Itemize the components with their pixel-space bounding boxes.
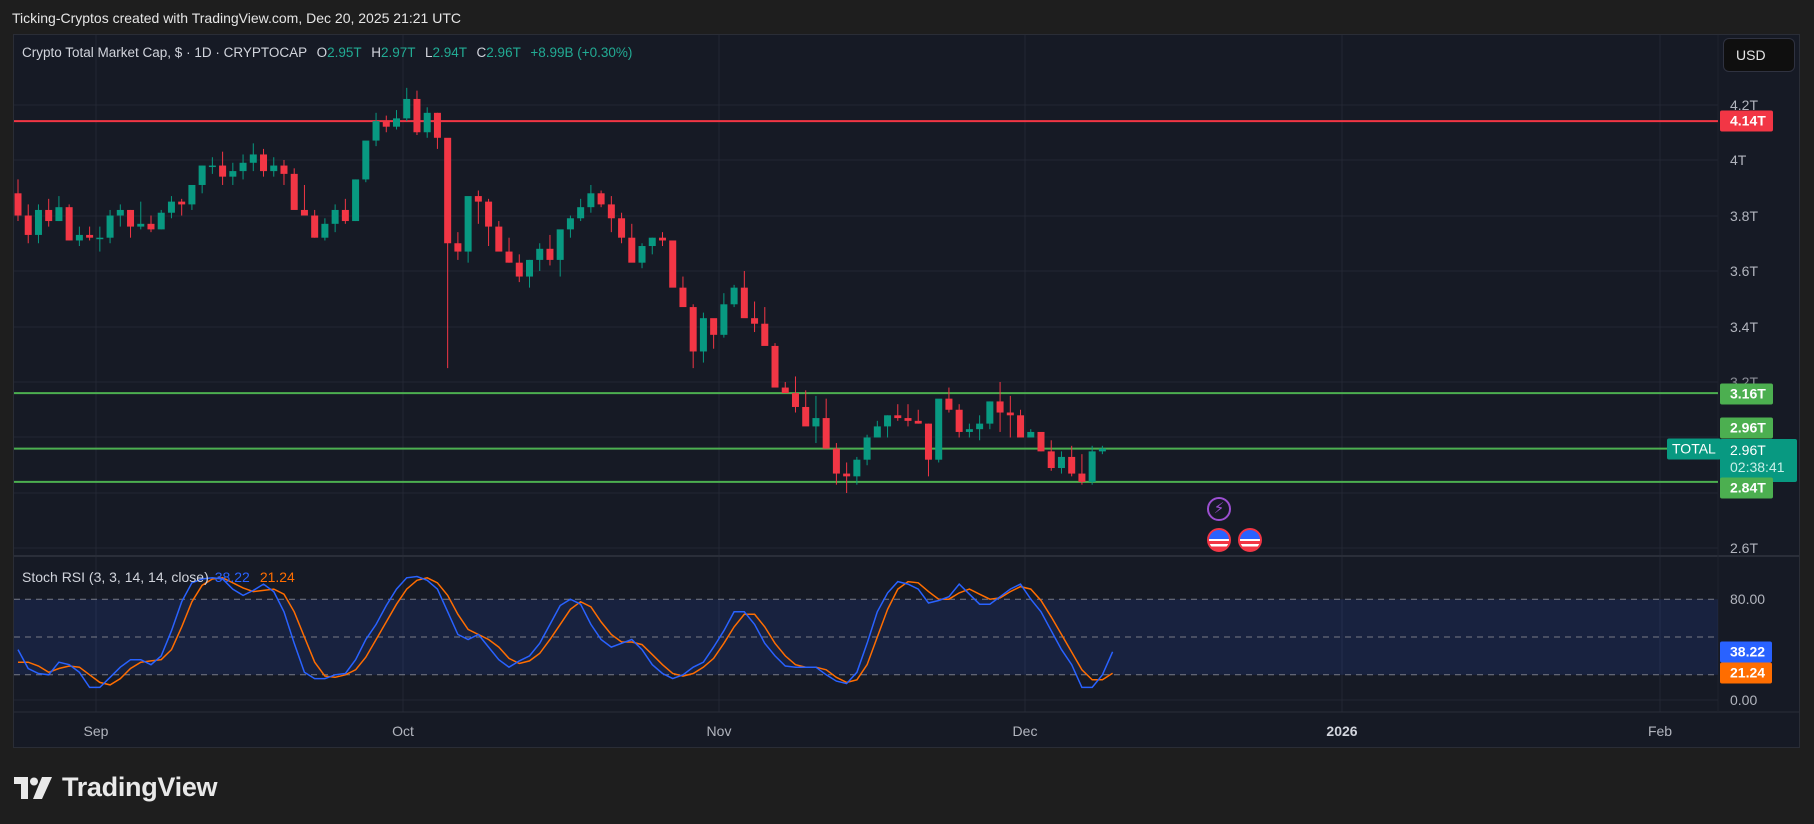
open-label: O <box>316 45 328 60</box>
tradingview-wordmark: TradingView <box>62 772 218 802</box>
stoch-k-tag: 38.22 <box>1720 641 1773 663</box>
high-label: H <box>371 45 381 60</box>
lightning-event-icon[interactable]: ⚡ <box>1207 497 1231 521</box>
symbol-legend: Crypto Total Market Cap, $ · 1D · CRYPTO… <box>22 45 632 60</box>
stoch-d-value: 21.24 <box>259 569 295 585</box>
bar-countdown: 02:38:41 <box>1730 459 1785 475</box>
resistance-price-tag[interactable]: 4.14T <box>1720 110 1773 132</box>
time-axis-label: Oct <box>392 723 414 739</box>
last-price-tag: 2.96T 02:38:41 <box>1720 439 1797 482</box>
stoch-rsi-label: Stoch RSI (3, 3, 14, 14, close) <box>22 569 209 585</box>
chart-frame[interactable] <box>13 34 1800 748</box>
low-label: L <box>424 45 433 60</box>
price-tick: 4.2T <box>1730 97 1759 113</box>
stoch-axis-0: 0.00 <box>1730 692 1758 708</box>
stoch-k-value: 38.22 <box>214 569 250 585</box>
price-tick: 4T <box>1730 152 1747 168</box>
currency-button[interactable]: USD <box>1723 38 1795 72</box>
us-flag-event-icon[interactable] <box>1207 528 1231 552</box>
time-axis-label: Nov <box>706 723 732 739</box>
price-tick: 3.4T <box>1730 319 1759 335</box>
low-value: 2.94T <box>432 45 467 60</box>
time-axis-label: Sep <box>83 723 109 739</box>
high-value: 2.97T <box>380 45 416 60</box>
stoch-d-tag: 21.24 <box>1720 662 1773 684</box>
close-value: 2.96T <box>486 45 521 60</box>
tradingview-logo-icon <box>14 776 52 799</box>
time-axis-label: Feb <box>1647 723 1673 739</box>
symbol-name-tag: TOTAL <box>1667 438 1721 460</box>
last-price-value: 2.96T <box>1730 442 1766 458</box>
stoch-rsi-legend[interactable]: Stoch RSI (3, 3, 14, 14, close) 38.22 21.2… <box>22 569 295 585</box>
change-value: +8.99B (+0.30%) <box>530 45 633 60</box>
price-tick: 3.6T <box>1730 263 1759 279</box>
level-2-84-price-tag[interactable]: 2.84T <box>1720 477 1773 499</box>
stoch-axis-80: 80.00 <box>1730 591 1766 607</box>
tradingview-logo[interactable]: TradingView <box>14 772 218 803</box>
symbol-title[interactable]: Crypto Total Market Cap, $ · 1D · CRYPTO… <box>22 45 307 60</box>
level-3-16-price-tag[interactable]: 3.16T <box>1720 383 1773 405</box>
level-2-96-price-tag[interactable]: 2.96T <box>1720 417 1773 439</box>
us-flag-event-icon[interactable] <box>1238 528 1262 552</box>
open-value: 2.95T <box>327 45 362 60</box>
time-axis-label: Dec <box>1012 723 1038 739</box>
chart-caption: Ticking-Cryptos created with TradingView… <box>12 10 461 26</box>
close-label: C <box>476 45 487 60</box>
price-tick: 3.8T <box>1730 208 1759 224</box>
time-axis-label: 2026 <box>1326 723 1358 739</box>
price-tick: 2.6T <box>1730 540 1759 556</box>
